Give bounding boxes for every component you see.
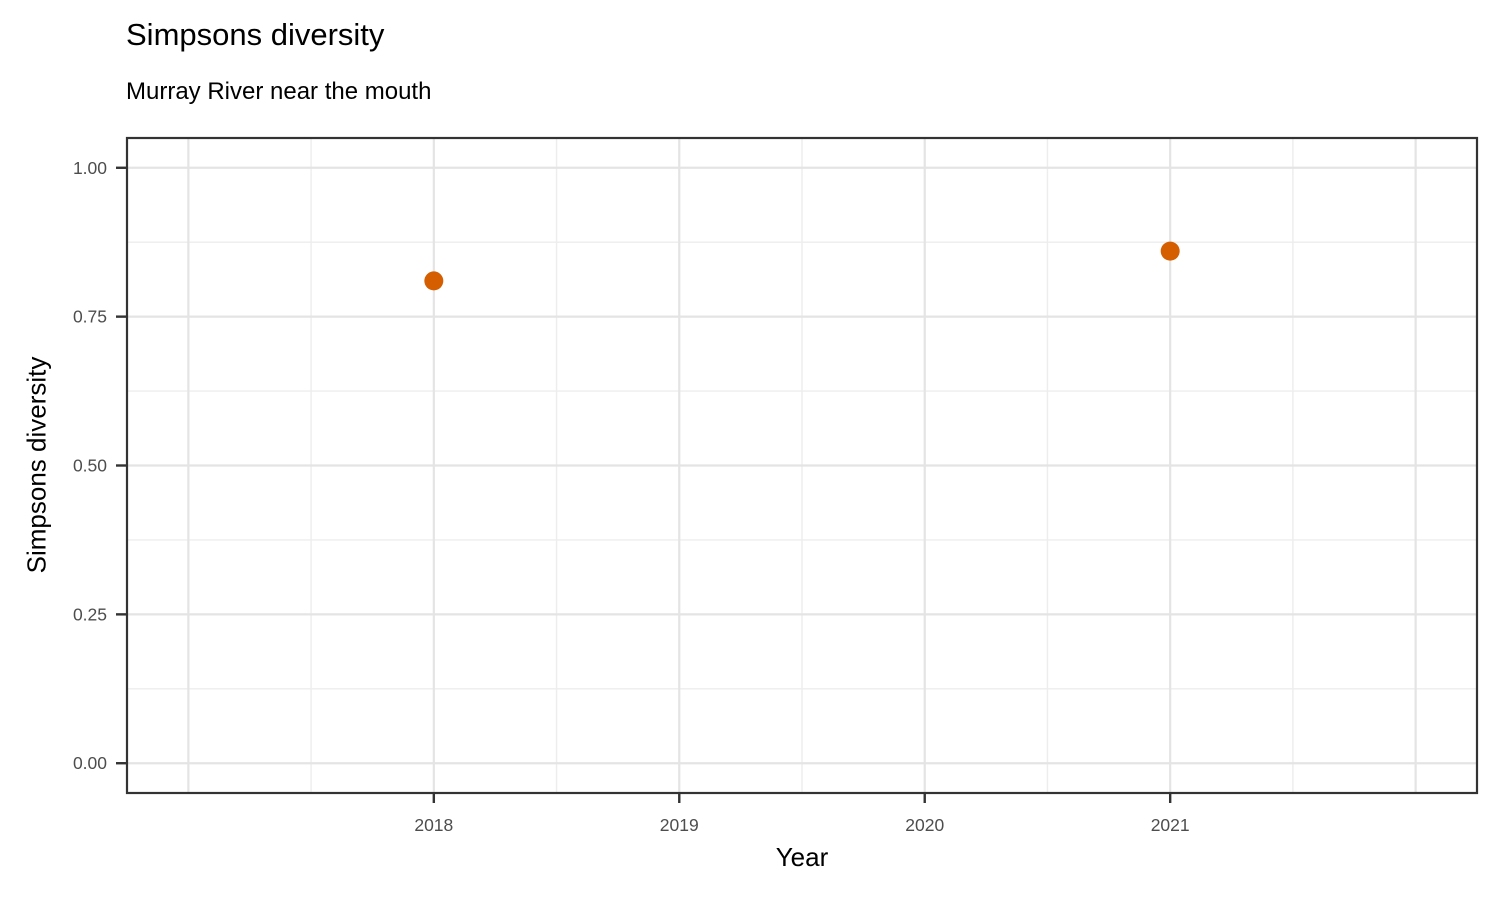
y-axis-title: Simpsons diversity [21,356,52,574]
x-axis-title: Year [775,842,829,872]
y-tick-label: 0.75 [73,307,107,327]
y-tick-label: 0.25 [73,604,107,624]
y-tick-label: 0.00 [73,753,107,773]
x-tick-label: 2019 [660,815,699,835]
y-tick-label: 0.50 [73,456,107,476]
x-tick-label: 2018 [414,815,453,835]
chart-subtitle: Murray River near the mouth [126,78,432,105]
x-tick-label: 2021 [1151,815,1190,835]
chart-title: Simpsons diversity [126,17,385,52]
x-tick-label: 2020 [905,815,944,835]
data-point [424,271,444,291]
data-point [1160,241,1180,261]
y-tick-label: 1.00 [73,158,107,178]
